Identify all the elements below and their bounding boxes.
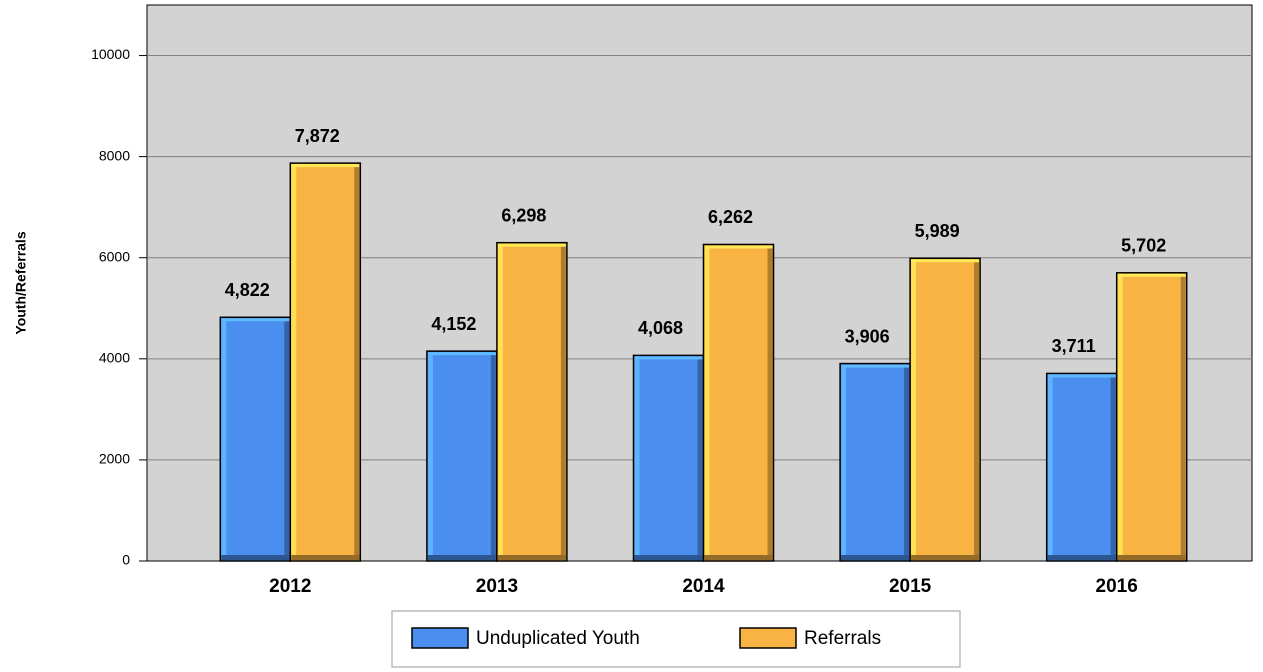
bar-shade-right: [560, 243, 566, 560]
bar-shade-right: [1180, 273, 1186, 560]
bar: [496, 241, 568, 562]
bar-shade-bottom: [704, 555, 773, 560]
data-label: 4,152: [431, 314, 476, 334]
bar-shade-bottom: [291, 555, 360, 560]
data-label: 3,906: [845, 326, 890, 346]
bar-shade-bottom: [497, 555, 566, 560]
x-tick-label: 2013: [476, 576, 518, 597]
bar: [426, 350, 498, 562]
legend-label: Referrals: [804, 628, 881, 649]
bar-highlight: [911, 259, 917, 560]
bar-shade-bottom: [634, 555, 703, 560]
bar: [909, 257, 981, 562]
bar: [1045, 372, 1118, 562]
y-tick-label: 4000: [99, 350, 130, 366]
bar-shade-right: [284, 318, 290, 560]
bar-highlight: [1117, 273, 1123, 560]
bar: [632, 354, 705, 562]
bar-highlight: [704, 245, 710, 560]
bar: [702, 243, 775, 562]
bar-shade-right: [904, 364, 910, 560]
bar-shade-bottom: [221, 555, 290, 560]
x-tick-label: 2016: [1096, 576, 1138, 597]
bar-top: [221, 318, 290, 322]
data-label: 5,989: [915, 221, 960, 241]
bar-shade-bottom: [1117, 555, 1186, 560]
bar-shade-bottom: [841, 555, 910, 560]
bar-top: [841, 364, 910, 368]
bar-highlight: [634, 356, 640, 560]
bar-shade-bottom: [427, 555, 496, 560]
bar-shade-bottom: [911, 555, 980, 560]
bar: [1115, 272, 1188, 562]
y-tick-label: 8000: [99, 147, 130, 163]
data-label: 3,711: [1052, 336, 1096, 356]
bar-top: [1047, 374, 1116, 378]
y-tick-label: 2000: [99, 451, 130, 467]
bar-top: [704, 245, 773, 249]
bar-shade-right: [767, 245, 773, 560]
x-tick-label: 2014: [682, 576, 725, 597]
bar-top: [911, 259, 980, 263]
bar: [219, 316, 292, 562]
legend-swatch: [411, 627, 469, 649]
bar-shade-bottom: [1047, 555, 1116, 560]
y-tick-label: 0: [122, 552, 130, 568]
bar-shade-right: [354, 164, 360, 560]
data-label: 7,872: [295, 126, 340, 146]
bar-highlight: [841, 364, 847, 560]
bar-top: [427, 352, 496, 356]
y-axis-label: Youth/Referrals: [13, 231, 29, 334]
bar-top: [1117, 273, 1186, 277]
bar-highlight: [291, 164, 297, 560]
bar: [839, 362, 911, 562]
bar-top: [291, 164, 360, 168]
bar-shade-right: [1110, 374, 1116, 560]
legend: [391, 610, 961, 668]
y-tick-label: 10000: [91, 46, 130, 62]
data-label: 4,822: [225, 280, 270, 300]
x-tick-label: 2015: [889, 576, 932, 597]
data-label: 5,702: [1121, 236, 1166, 256]
bar-top: [497, 243, 566, 247]
bar-shade-right: [490, 352, 496, 560]
bar-top: [634, 356, 703, 360]
bar-highlight: [1047, 374, 1053, 560]
legend-swatch: [739, 627, 797, 649]
data-label: 6,298: [501, 205, 546, 225]
bar-highlight: [221, 318, 227, 560]
data-label: 4,068: [638, 318, 683, 338]
legend-label: Unduplicated Youth: [476, 628, 640, 649]
y-tick-label: 6000: [99, 248, 130, 264]
bar: [289, 162, 362, 562]
bar-shade-right: [974, 259, 980, 560]
data-label: 6,262: [708, 207, 753, 227]
bar-shade-right: [697, 356, 703, 560]
bar-highlight: [427, 352, 433, 560]
x-tick-label: 2012: [269, 576, 311, 597]
bar-highlight: [497, 243, 503, 560]
